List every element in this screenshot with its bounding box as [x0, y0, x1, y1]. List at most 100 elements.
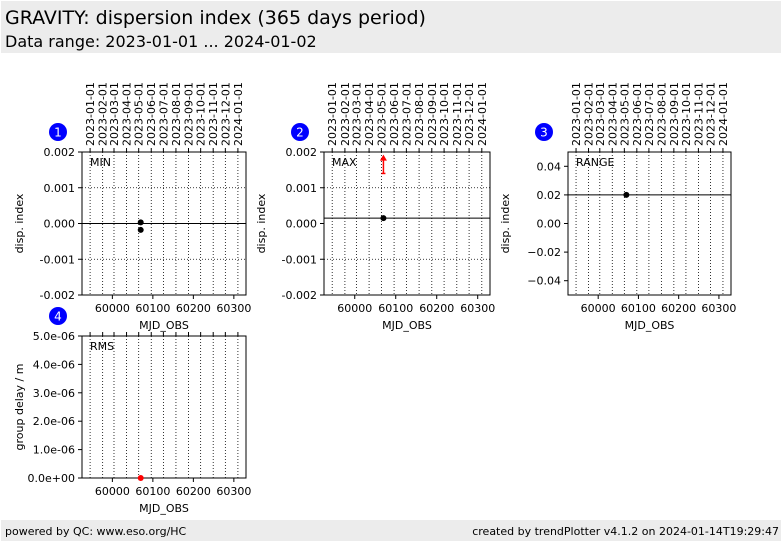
- y-tick-label: −0.04: [527, 275, 561, 288]
- y-tick-label: -0.002: [282, 289, 317, 302]
- x-tick-label: 60100: [621, 302, 656, 315]
- date-tick-label: 2023-02-01: [97, 82, 110, 146]
- panel-number-badge: [49, 123, 67, 141]
- x-tick-label: 60300: [460, 302, 495, 315]
- x-tick-label: 60000: [581, 302, 616, 315]
- date-tick-label: 2023-08-01: [413, 82, 426, 146]
- data-point: [623, 191, 630, 198]
- data-point: [137, 219, 144, 226]
- date-tick-label: 2023-12-01: [219, 82, 232, 146]
- date-tick-label: 2023-09-01: [182, 82, 195, 146]
- chart-panel-1: 0.002 0.001 0.000 -0.001 -0.002 60000 60100 602…: [13, 82, 251, 332]
- y-tick-label: 0.002: [286, 146, 318, 159]
- panel-number: 4: [54, 310, 62, 324]
- plot-frame: [567, 151, 732, 296]
- data-point: [137, 475, 144, 481]
- y-tick-label: -0.001: [282, 253, 317, 266]
- y-tick-label: 0.001: [286, 182, 318, 195]
- chart-panel-4: 5.0e-06 4.0e-06 3.0e-06 2.0e-06 1.0e-06 0.0e+…: [13, 307, 251, 515]
- date-tick-label: 2023-04-01: [606, 82, 619, 146]
- y-tick-label: 0.000: [44, 218, 76, 231]
- y-tick-label: 3.0e-06: [33, 387, 75, 400]
- date-tick-label: 2023-05-01: [375, 82, 388, 146]
- y-tick-label: 0.001: [44, 182, 76, 195]
- date-tick-label: 2023-10-01: [195, 82, 208, 146]
- chart-panel-3: 0.04 0.02 0.00 −0.02 −0.04 60000 60100 60200 603…: [499, 82, 736, 332]
- panel-label: RANGE: [576, 156, 614, 169]
- date-tick-label: 2023-10-01: [680, 82, 693, 146]
- date-tick-label: 2023-11-01: [451, 82, 464, 146]
- date-tick-label: 2023-06-01: [388, 82, 401, 146]
- date-tick-label: 2023-09-01: [668, 82, 681, 146]
- x-axis-label: MJD_OBS: [139, 502, 189, 515]
- data-range-subtitle: Data range: 2023-01-01 ... 2024-01-02: [5, 32, 317, 51]
- y-axis-label: disp. index: [255, 193, 268, 253]
- panel-number: 1: [54, 126, 62, 140]
- page-title: GRAVITY: dispersion index (365 days peri…: [5, 7, 426, 29]
- date-tick-label: 2023-03-01: [350, 82, 363, 146]
- date-tick-label: 2023-01-01: [84, 82, 97, 146]
- y-tick-label: 4.0e-06: [33, 358, 75, 371]
- date-tick-label: 2023-05-01: [133, 82, 146, 146]
- y-tick-label: 1.0e-06: [33, 444, 75, 457]
- x-tick-label: 60000: [95, 485, 130, 498]
- x-tick-label: 60000: [95, 302, 130, 315]
- date-tick-label: 2023-06-01: [145, 82, 158, 146]
- date-tick-label: 2023-01-01: [570, 82, 583, 146]
- x-tick-label: 60100: [135, 302, 170, 315]
- chart-panel-2: 0.002 0.001 0.000 -0.001 -0.002 60000 60100 602…: [255, 82, 495, 332]
- panel-label: MIN: [90, 156, 111, 169]
- data-point: [380, 215, 387, 222]
- y-axis-label: group delay / m: [13, 364, 26, 451]
- y-tick-label: 0.002: [44, 146, 76, 159]
- x-tick-label: 60200: [419, 302, 454, 315]
- date-tick-label: 2023-03-01: [594, 82, 607, 146]
- y-axis-label: disp. index: [499, 193, 512, 253]
- date-tick-label: 2023-03-01: [108, 82, 121, 146]
- y-tick-label: 0.0e+00: [28, 472, 75, 485]
- plot-frame: [81, 335, 247, 479]
- date-tick-label: 2023-11-01: [692, 82, 705, 146]
- x-axis-label: MJD_OBS: [139, 319, 189, 332]
- x-tick-label: 60200: [661, 302, 696, 315]
- date-tick-label: 2023-07-01: [400, 82, 413, 146]
- panel-label: RMS: [90, 340, 114, 353]
- x-tick-label: 60100: [378, 302, 413, 315]
- y-tick-label: -0.002: [40, 289, 75, 302]
- header-bar: GRAVITY: dispersion index (365 days peri…: [1, 1, 781, 53]
- y-tick-label: −0.02: [527, 246, 561, 259]
- date-tick-label: 2023-12-01: [463, 82, 476, 146]
- date-tick-label: 2023-12-01: [704, 82, 717, 146]
- date-tick-label: 2023-08-01: [655, 82, 668, 146]
- x-tick-label: 60000: [337, 302, 372, 315]
- y-tick-label: 2.0e-06: [33, 415, 75, 428]
- y-tick-label: 0.000: [286, 218, 318, 231]
- date-tick-label: 2023-02-01: [583, 82, 596, 146]
- date-tick-label: 2023-07-01: [643, 82, 656, 146]
- footer-bar: powered by QC: www.eso.org/HC created by…: [1, 520, 781, 541]
- panel-label: MAX: [332, 156, 357, 169]
- date-tick-label: 2023-08-01: [170, 82, 183, 146]
- outlier-arrow-head: [379, 154, 387, 161]
- x-tick-label: 60200: [176, 302, 211, 315]
- date-tick-label: 2024-01-01: [232, 82, 245, 146]
- panel-number: 2: [296, 126, 304, 140]
- x-axis-label: MJD_OBS: [382, 319, 432, 332]
- date-tick-label: 2023-04-01: [363, 82, 376, 146]
- panel-number-badge: [291, 123, 309, 141]
- panel-number-badge: [49, 307, 67, 325]
- panel-number: 3: [540, 126, 548, 140]
- y-axis-label: disp. index: [13, 193, 26, 253]
- y-tick-label: -0.001: [40, 253, 75, 266]
- data-point: [137, 226, 144, 233]
- plot-frame: [323, 151, 491, 296]
- y-tick-label: 0.00: [537, 218, 562, 231]
- x-tick-label: 60300: [216, 302, 251, 315]
- date-tick-label: 2024-01-01: [717, 82, 730, 146]
- date-tick-label: 2023-10-01: [438, 82, 451, 146]
- date-tick-label: 2023-02-01: [339, 82, 352, 146]
- date-tick-label: 2023-04-01: [121, 82, 134, 146]
- date-tick-label: 2023-01-01: [326, 82, 339, 146]
- date-tick-label: 2023-09-01: [426, 82, 439, 146]
